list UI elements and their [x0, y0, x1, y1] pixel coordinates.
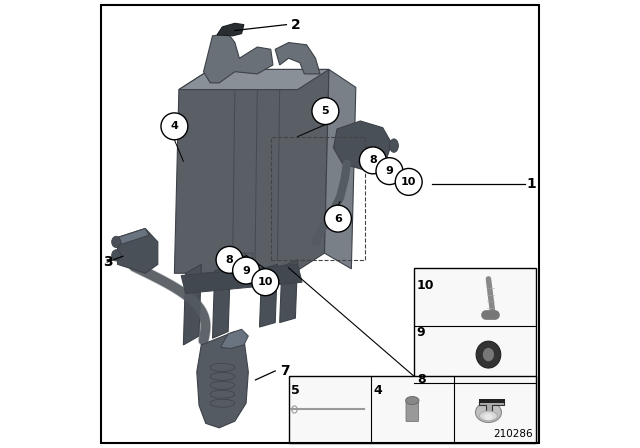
Text: 9: 9: [242, 266, 250, 276]
Text: 1: 1: [526, 177, 536, 191]
Bar: [289, 376, 536, 443]
Polygon shape: [280, 260, 298, 323]
Circle shape: [324, 205, 351, 232]
Text: 5: 5: [291, 384, 300, 397]
Ellipse shape: [111, 250, 120, 261]
Text: 8: 8: [417, 373, 426, 387]
Text: 9: 9: [417, 326, 426, 339]
Ellipse shape: [476, 341, 500, 368]
Polygon shape: [333, 121, 392, 170]
Text: 10: 10: [401, 177, 417, 187]
FancyBboxPatch shape: [245, 253, 253, 266]
Bar: [414, 268, 536, 441]
Ellipse shape: [484, 414, 493, 420]
Circle shape: [252, 269, 279, 296]
Text: 210286: 210286: [493, 429, 532, 439]
Polygon shape: [324, 69, 356, 269]
Text: 10: 10: [417, 279, 435, 293]
Text: 4: 4: [170, 121, 179, 131]
Polygon shape: [181, 264, 302, 293]
FancyBboxPatch shape: [228, 253, 236, 266]
Circle shape: [312, 98, 339, 125]
Circle shape: [161, 113, 188, 140]
Ellipse shape: [389, 139, 398, 152]
Text: 9: 9: [385, 166, 394, 176]
Text: 10: 10: [258, 277, 273, 287]
Ellipse shape: [406, 396, 419, 405]
Text: 3: 3: [102, 255, 113, 269]
Ellipse shape: [483, 348, 494, 361]
Text: 7: 7: [280, 364, 289, 378]
Polygon shape: [118, 228, 158, 273]
Polygon shape: [179, 69, 329, 90]
Polygon shape: [221, 329, 248, 349]
Text: 2: 2: [291, 17, 301, 32]
Circle shape: [376, 158, 403, 185]
Polygon shape: [196, 332, 248, 428]
Polygon shape: [217, 23, 244, 36]
FancyBboxPatch shape: [406, 402, 419, 422]
Circle shape: [396, 168, 422, 195]
Bar: [271, 137, 365, 260]
Text: 6: 6: [334, 214, 342, 224]
Polygon shape: [174, 69, 329, 273]
Text: 4: 4: [374, 384, 383, 397]
Polygon shape: [204, 34, 273, 83]
Circle shape: [360, 147, 387, 174]
Text: 8: 8: [226, 255, 234, 265]
Text: 5: 5: [321, 106, 329, 116]
Ellipse shape: [476, 402, 502, 422]
Bar: [479, 399, 504, 403]
Text: 8: 8: [369, 155, 377, 165]
FancyBboxPatch shape: [237, 253, 245, 266]
Polygon shape: [212, 264, 230, 338]
Polygon shape: [118, 228, 149, 244]
Ellipse shape: [479, 411, 497, 421]
Polygon shape: [479, 401, 504, 418]
Polygon shape: [260, 264, 277, 327]
Circle shape: [216, 246, 243, 273]
Polygon shape: [275, 43, 320, 74]
Circle shape: [233, 257, 260, 284]
Polygon shape: [183, 264, 201, 345]
Ellipse shape: [111, 237, 120, 247]
